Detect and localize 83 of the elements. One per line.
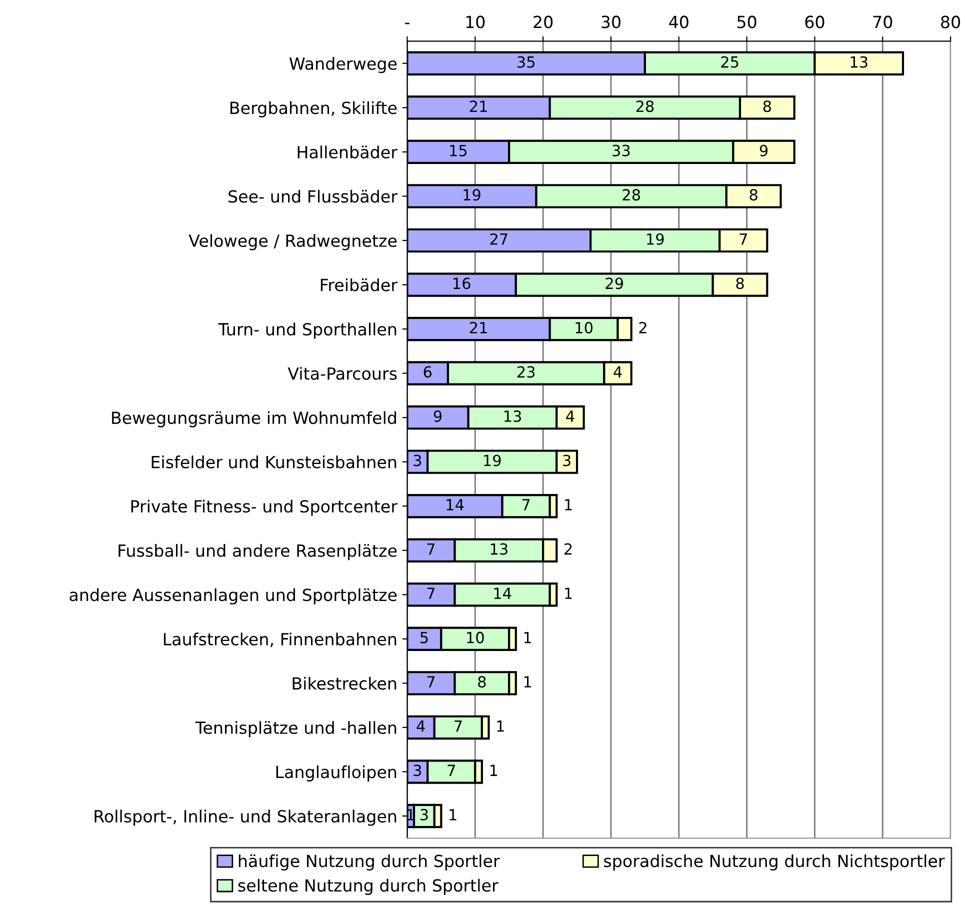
data-label: 15 — [450, 144, 467, 156]
data-label: 1 — [524, 676, 531, 688]
x-tick-label: 20 — [534, 16, 553, 28]
data-label: 8 — [750, 189, 758, 201]
data-label: 8 — [763, 100, 771, 112]
data-label: 8 — [478, 676, 486, 688]
y-tick-label: Freibäder — [320, 278, 398, 292]
y-tick-label: Laufstrecken, Finnenbahnen — [164, 632, 396, 648]
data-label: 8 — [736, 278, 744, 290]
data-label: 27 — [490, 233, 508, 245]
data-label: 10 — [467, 632, 484, 644]
data-label: 35 — [518, 56, 534, 68]
data-label: 28 — [622, 189, 640, 201]
data-label: 21 — [470, 322, 487, 334]
data-label: 25 — [721, 56, 738, 68]
data-label: 14 — [446, 499, 464, 510]
data-label: 4 — [416, 720, 425, 732]
data-label: 7 — [427, 588, 435, 599]
data-label: 1 — [497, 720, 504, 732]
x-tick-label: 70 — [873, 16, 892, 28]
data-label: 28 — [636, 100, 654, 112]
data-label: 6 — [424, 366, 432, 378]
legend-label: seltene Nutzung durch Sportler — [238, 878, 498, 895]
data-label: 5 — [420, 632, 428, 644]
legend-label: häufige Nutzung durch Sportler — [238, 854, 500, 870]
y-tick-label: Bewegungsräume im Wohnumfeld — [112, 411, 396, 428]
data-label: 2 — [564, 543, 572, 555]
data-label: 14 — [494, 588, 512, 599]
data-label: 1 — [450, 809, 456, 820]
data-label: 1 — [565, 499, 572, 510]
data-label: 19 — [484, 454, 501, 466]
y-tick-label: Rollsport-, Inline- und Skateranlagen — [94, 810, 396, 826]
y-tick-label: Hallenbäder — [298, 146, 398, 158]
legend-label: sporadische Nutzung durch Nichtsportler — [604, 854, 945, 870]
x-tick-label: 60 — [805, 16, 824, 28]
data-label: 2 — [639, 322, 646, 334]
x-tick-label: 80 — [941, 16, 960, 28]
y-tick-label: Langlaufloipen — [276, 765, 396, 782]
y-tick-label: Wanderwege — [289, 57, 397, 74]
data-label: 7 — [427, 676, 435, 688]
data-label: 10 — [576, 322, 593, 334]
data-label: 13 — [850, 56, 868, 68]
x-tick-label: 10 — [466, 16, 485, 28]
data-label: 3 — [414, 454, 422, 466]
y-tick-label: Fussball- und andere Rasenplätze — [118, 544, 397, 560]
data-label: 19 — [464, 189, 480, 201]
data-label: 13 — [490, 543, 508, 555]
data-label: 29 — [606, 278, 624, 290]
y-tick-label: Private Fitness- und Sportcenter — [131, 500, 398, 516]
y-tick-label: Tennisplätze und -hallen — [195, 721, 396, 738]
data-label: 3 — [414, 764, 422, 776]
data-label: 7 — [522, 499, 530, 510]
data-label: 19 — [647, 233, 664, 245]
y-tick-label: Turn- und Sporthallen — [218, 322, 396, 339]
data-label: 23 — [517, 366, 535, 378]
data-label: 3 — [563, 454, 570, 466]
data-label: 33 — [612, 144, 630, 156]
data-label: 9 — [434, 410, 442, 422]
data-label: 13 — [504, 410, 521, 422]
data-label: 9 — [760, 144, 768, 156]
x-tick-label: - — [405, 22, 410, 24]
data-label: 7 — [427, 543, 435, 555]
data-label: 1 — [524, 632, 531, 644]
data-label: 4 — [566, 410, 574, 422]
data-label: 1 — [490, 764, 498, 776]
y-tick-label: See- und Flussbäder — [228, 190, 398, 203]
data-label: 7 — [740, 234, 747, 245]
data-label: 7 — [448, 764, 455, 776]
y-tick-label: Vita-Parcours — [288, 366, 397, 380]
data-label: 4 — [614, 366, 622, 378]
x-tick-label: 40 — [669, 16, 688, 28]
y-tick-label: Eisfelder und Kunsteisbahnen — [152, 455, 396, 468]
x-tick-label: 30 — [602, 16, 620, 28]
y-tick-label: Velowege / Radwegnetze — [188, 234, 397, 250]
data-label: 16 — [454, 278, 470, 290]
data-label: 3 — [420, 808, 428, 820]
data-label: 7 — [454, 720, 462, 732]
y-tick-label: Bergbahnen, Skilifte — [230, 101, 397, 118]
data-label: 1 — [565, 588, 572, 599]
y-tick-label: andere Aussenanlagen und Sportplätze — [70, 588, 397, 604]
y-tick-label: Bikestrecken — [292, 676, 396, 690]
data-label: 21 — [470, 100, 487, 112]
x-tick-label: 50 — [737, 16, 756, 28]
